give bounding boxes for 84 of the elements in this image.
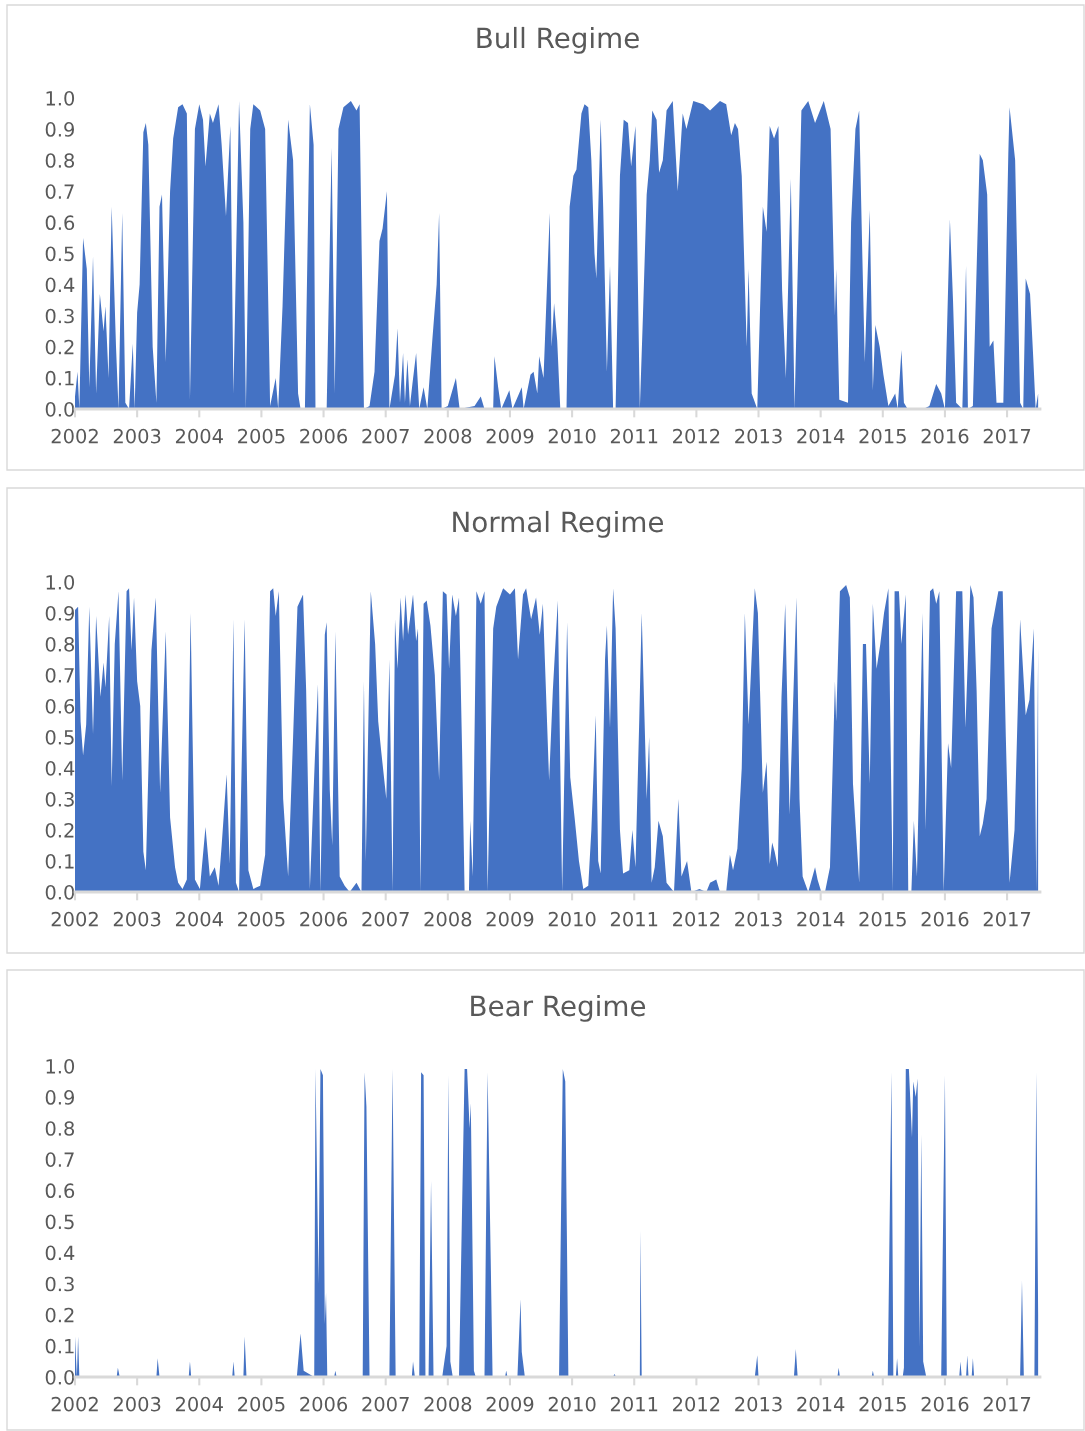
y-tick-label: 0.1 — [45, 370, 74, 386]
y-tick-label: 0.7 — [45, 1152, 74, 1167]
x-tick-label: 2015 — [859, 1396, 906, 1412]
x-tick-label: 2003 — [113, 911, 161, 927]
y-tick-label: 0.3 — [45, 1276, 74, 1292]
chart-title: Bull Regime — [477, 26, 639, 54]
y-tick-label: 0.6 — [45, 698, 75, 714]
x-tick-label: 2004 — [175, 1396, 223, 1412]
x-tick-label: 2011 — [610, 1396, 658, 1412]
x-tick-label: 2003 — [113, 1396, 161, 1412]
x-tick-label: 2005 — [238, 1396, 285, 1412]
x-tick-label: 2015 — [859, 911, 906, 927]
x-tick-label: 2009 — [486, 428, 534, 444]
x-tick-label: 2015 — [859, 428, 906, 444]
x-tick-label: 2002 — [51, 1396, 98, 1412]
x-tick-label: 2013 — [735, 428, 782, 444]
y-tick-label: 0.4 — [45, 1245, 75, 1261]
x-tick-label: 2007 — [362, 911, 409, 927]
y-tick-label: 0.4 — [45, 760, 75, 776]
x-tick-label: 2005 — [238, 911, 285, 927]
x-tick-label: 2006 — [300, 428, 348, 444]
y-tick-label: 0.2 — [45, 339, 74, 355]
y-tick-label: 0.5 — [45, 1214, 74, 1230]
y-tick-label: 1.0 — [46, 90, 75, 106]
y-tick-label: 0.0 — [45, 1369, 75, 1385]
x-tick-label: 2012 — [673, 1396, 720, 1412]
x-tick-label: 2013 — [735, 1396, 782, 1412]
y-tick-label: 0.9 — [45, 605, 74, 621]
x-tick-label: 2012 — [673, 911, 720, 927]
x-tick-label: 2016 — [921, 911, 969, 927]
y-tick-label: 1.0 — [46, 1058, 75, 1074]
x-tick-label: 2017 — [983, 1396, 1031, 1412]
y-tick-label: 0.8 — [45, 1121, 75, 1136]
x-tick-label: 2003 — [113, 428, 161, 444]
x-tick-label: 2010 — [548, 428, 596, 444]
y-tick-label: 1.0 — [46, 574, 75, 590]
y-tick-label: 0.0 — [45, 401, 75, 417]
y-tick-label: 0.6 — [45, 215, 75, 231]
x-tick-label: 2014 — [797, 428, 845, 444]
y-tick-label: 0.2 — [45, 822, 74, 838]
x-tick-label: 2010 — [548, 911, 596, 927]
y-tick-label: 0.1 — [45, 1338, 74, 1354]
y-tick-label: 0.7 — [45, 667, 74, 683]
x-tick-label: 2002 — [51, 911, 98, 927]
y-tick-label: 0.4 — [45, 277, 75, 293]
y-tick-label: 0.8 — [45, 153, 75, 168]
x-tick-label: 2014 — [797, 1396, 845, 1412]
x-tick-label: 2017 — [983, 911, 1031, 927]
x-tick-label: 2004 — [175, 428, 223, 444]
x-tick-label: 2016 — [921, 1396, 969, 1412]
y-tick-label: 0.3 — [45, 308, 74, 324]
y-tick-label: 0.7 — [45, 184, 74, 199]
x-tick-label: 2004 — [175, 911, 223, 927]
x-tick-label: 2006 — [300, 1396, 348, 1412]
x-tick-label: 2002 — [51, 428, 98, 444]
x-tick-label: 2008 — [424, 428, 472, 444]
x-tick-label: 2007 — [362, 1396, 409, 1412]
x-tick-label: 2010 — [548, 1396, 596, 1412]
x-tick-label: 2017 — [983, 428, 1031, 444]
y-tick-label: 0.8 — [45, 636, 75, 652]
y-tick-label: 0.9 — [45, 122, 74, 137]
y-tick-label: 0.0 — [45, 884, 75, 900]
x-tick-label: 2005 — [238, 428, 285, 444]
x-tick-label: 2006 — [300, 911, 348, 927]
y-tick-label: 0.3 — [45, 791, 74, 807]
x-tick-label: 2007 — [362, 428, 409, 444]
chart-title: Normal Regime — [453, 510, 664, 538]
x-tick-label: 2009 — [486, 911, 534, 927]
x-tick-label: 2016 — [921, 428, 969, 444]
y-tick-label: 0.2 — [45, 1307, 74, 1323]
x-tick-label: 2011 — [610, 428, 658, 444]
x-tick-label: 2013 — [735, 911, 782, 927]
y-tick-label: 0.6 — [45, 1183, 75, 1199]
x-tick-label: 2008 — [424, 911, 472, 927]
y-tick-label: 0.1 — [45, 853, 74, 869]
x-tick-label: 2012 — [673, 428, 720, 444]
y-tick-label: 0.5 — [45, 729, 74, 745]
x-tick-label: 2009 — [486, 1396, 534, 1412]
x-tick-label: 2008 — [424, 1396, 472, 1412]
x-tick-label: 2014 — [797, 911, 845, 927]
chart-title: Bear Regime — [471, 994, 646, 1022]
y-tick-label: 0.9 — [45, 1090, 74, 1105]
x-tick-label: 2011 — [610, 911, 658, 927]
y-tick-label: 0.5 — [45, 246, 74, 262]
